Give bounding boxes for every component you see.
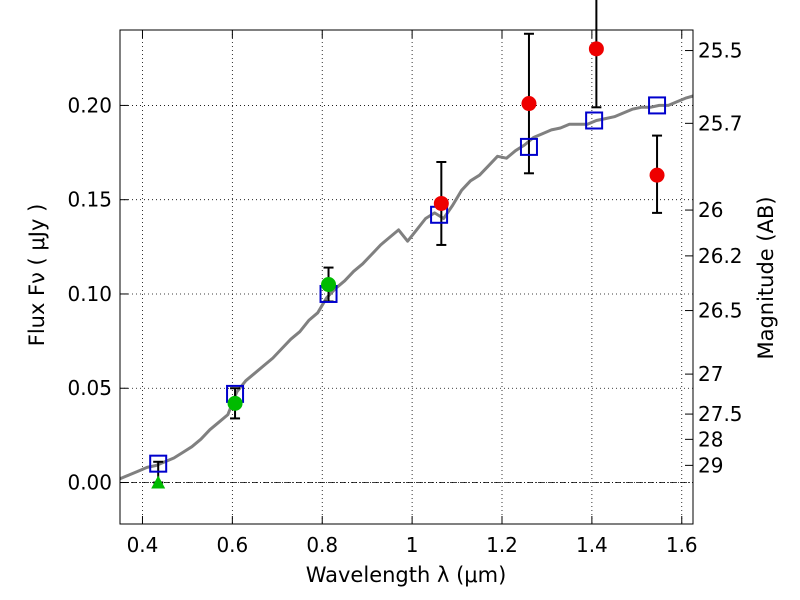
model-sed [119, 94, 694, 481]
x-tick-label: 1.2 [486, 533, 518, 557]
data-point-circle [433, 195, 449, 211]
x-tick-label: 0.6 [216, 533, 248, 557]
plot-frame [119, 29, 694, 525]
y-tick-label: 0.00 [67, 471, 112, 495]
x-tick-label: 0.8 [306, 533, 338, 557]
model-point-square [585, 111, 604, 130]
data-point-triangle [151, 475, 166, 489]
markers [149, 41, 667, 489]
model-point-square [648, 96, 667, 115]
y2-tick-label: 26 [698, 198, 723, 222]
y2-tick-label: 25.7 [698, 111, 743, 135]
x-tick-label: 1.6 [666, 533, 698, 557]
x-tick-label: 0.4 [127, 533, 159, 557]
y-tick-label: 0.10 [67, 282, 112, 306]
ticks [120, 30, 693, 524]
y-tick-label: 0.20 [67, 93, 112, 117]
y-axis-label: Flux Fν ( μJy ) [25, 204, 49, 347]
x-tick-label: 1.4 [576, 533, 608, 557]
model-sed-line [119, 94, 694, 481]
y2-axis-label: Magnitude (AB) [754, 196, 778, 359]
x-axis-label: Wavelength λ (μm) [306, 563, 507, 587]
y2-tick-label: 29 [698, 453, 723, 477]
data-point-circle [649, 167, 665, 183]
y2-tick-label: 26.5 [698, 299, 743, 323]
y2-tick-label: 28 [698, 427, 723, 451]
y2-tick-label: 25.5 [698, 39, 743, 63]
y2-tick-label: 26.2 [698, 244, 743, 268]
data-point-circle [227, 395, 243, 411]
model-point-square [519, 137, 538, 156]
y-tick-label: 0.15 [67, 188, 112, 212]
data-point-circle [521, 96, 537, 112]
y2-tick-label: 27 [698, 362, 723, 386]
grid [120, 30, 693, 524]
tick-labels: 0.4 0.6 0.8 1 1.2 1.4 1.6 0.00 0.05 0.10 0.15 0.20 2… [67, 39, 742, 557]
x-tick-label: 1 [406, 533, 419, 557]
data-point-circle [321, 277, 337, 293]
model-point-square [149, 454, 168, 473]
y-tick-label: 0.05 [67, 376, 112, 400]
data-point-circle [588, 41, 604, 57]
y2-tick-label: 27.5 [698, 402, 743, 426]
